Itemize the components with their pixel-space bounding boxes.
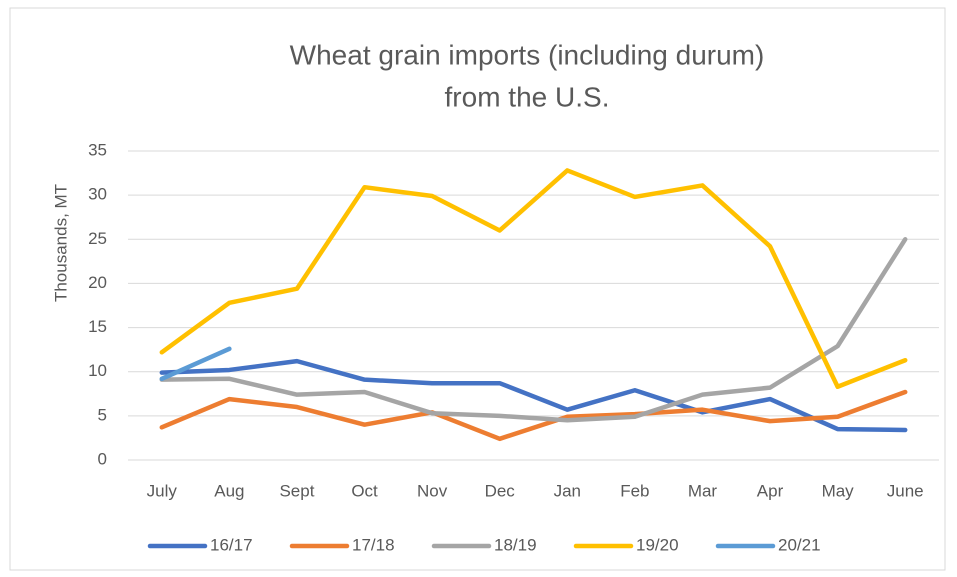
x-tick-label: Oct [351,481,378,500]
y-tick-label: 35 [88,140,107,159]
x-tick-label: Mar [688,481,718,500]
chart-title: Wheat grain imports (including durum) [290,39,765,70]
x-tick-label: Nov [417,481,448,500]
chart-title: from the U.S. [445,81,610,112]
x-tick-label: May [822,481,855,500]
series-line [159,389,908,442]
series-line [159,346,232,382]
series-line [159,168,908,389]
y-tick-label: 0 [98,449,107,468]
x-tick-label: Sept [279,481,314,500]
series-line [159,237,908,423]
legend-label: 18/19 [494,535,537,554]
y-tick-label: 20 [88,273,107,292]
x-tick-label: Jan [554,481,581,500]
y-tick-label: 15 [88,317,107,336]
y-tick-label: 10 [88,361,107,380]
y-tick-label: 25 [88,229,107,248]
x-tick-label: Feb [620,481,649,500]
x-tick-label: Apr [757,481,784,500]
x-tick-label: June [887,481,924,500]
y-tick-label: 30 [88,185,107,204]
x-tick-label: Dec [485,481,516,500]
legend-label: 16/17 [210,535,253,554]
legend-label: 20/21 [778,535,821,554]
y-axis-label: Thousands, MT [51,184,70,302]
x-tick-label: July [147,481,178,500]
legend-label: 19/20 [636,535,679,554]
x-tick-label: Aug [214,481,244,500]
y-tick-label: 5 [98,405,107,424]
legend-label: 17/18 [352,535,395,554]
series-line [159,358,908,433]
